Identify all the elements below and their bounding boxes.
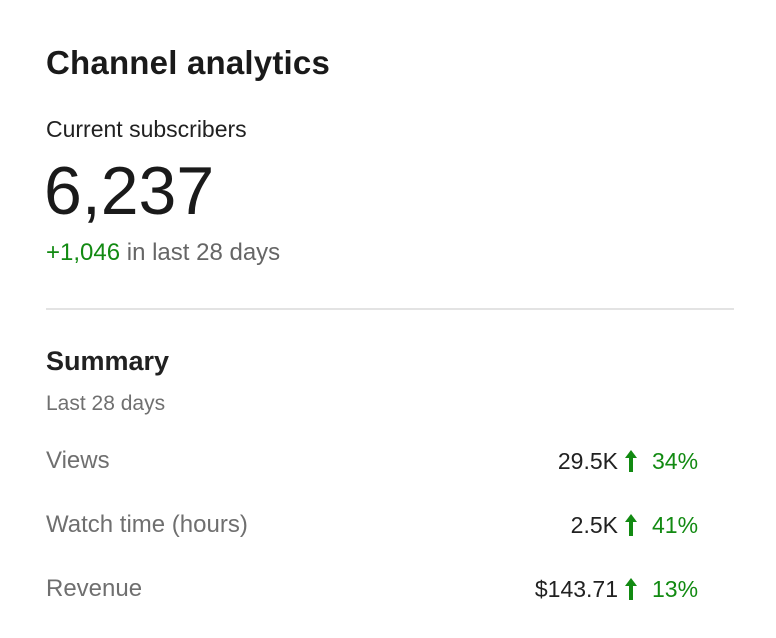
summary-period: Last 28 days bbox=[46, 392, 166, 415]
metric-change: 34% bbox=[652, 448, 699, 474]
metric-value: 29.5K bbox=[557, 448, 618, 474]
subscribers-label: Current subscribers bbox=[46, 116, 247, 142]
card-title: Channel analytics bbox=[46, 44, 330, 81]
metric-label: Views bbox=[46, 447, 110, 474]
subscribers-change-line: +1,046 in last 28 days bbox=[46, 233, 280, 273]
summary-title: Summary bbox=[46, 346, 170, 376]
subscribers-count: 6,237 bbox=[44, 153, 215, 229]
divider bbox=[46, 308, 734, 310]
metric-label: Revenue bbox=[46, 575, 143, 602]
up-arrow bbox=[625, 578, 637, 600]
metric-change: 13% bbox=[652, 576, 699, 602]
subscribers-period: in last 28 days bbox=[126, 239, 281, 266]
metric-change: 41% bbox=[652, 512, 699, 538]
up-arrow bbox=[625, 514, 637, 536]
metric-value: 2.5K bbox=[570, 512, 618, 538]
metric-label: Watch time (hours) bbox=[46, 511, 248, 538]
up-arrow bbox=[625, 450, 637, 472]
metric-value: $143.71 bbox=[534, 576, 618, 602]
subscribers-change: +1,046 bbox=[46, 239, 121, 266]
